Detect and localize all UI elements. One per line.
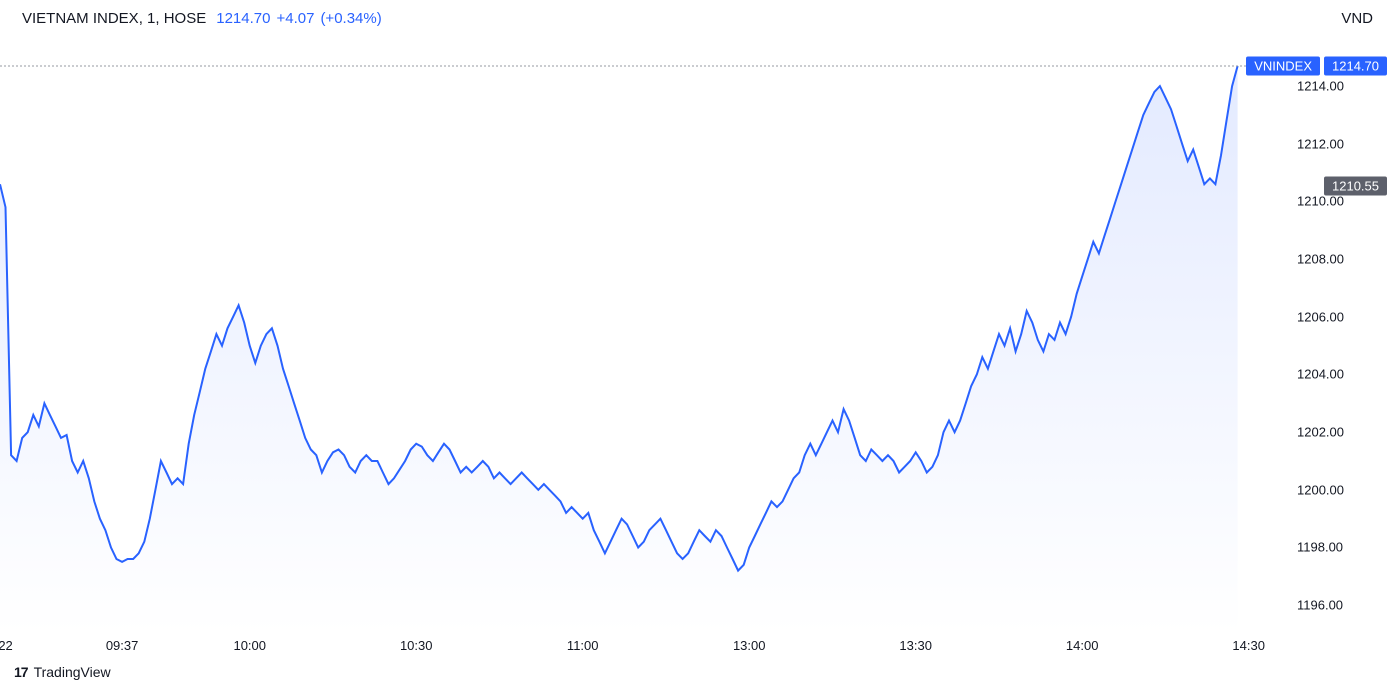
price-line-ticker-badge: VNINDEX	[1246, 56, 1320, 75]
y-axis-tick: 1206.00	[1297, 309, 1344, 324]
currency-label: VND	[1341, 10, 1373, 27]
tradingview-logo-icon: 17	[14, 664, 28, 680]
x-axis-tick: 14:00	[1066, 638, 1099, 653]
y-axis-tick: 1196.00	[1297, 598, 1343, 613]
y-axis-tick: 1210.00	[1297, 194, 1344, 209]
header-change-pct: (+0.34%)	[320, 10, 381, 27]
y-axis-tick: 1212.00	[1297, 136, 1344, 151]
symbol-name[interactable]: VIETNAM INDEX, 1, HOSE	[22, 10, 206, 27]
x-axis-tick: 09:37	[106, 638, 139, 653]
y-axis-tick: 1208.00	[1297, 252, 1344, 267]
y-axis-tick: 1198.00	[1297, 540, 1343, 555]
y-axis-tick: 1202.00	[1297, 425, 1344, 440]
x-axis-tick: 11:00	[567, 638, 599, 653]
chart-plot-area[interactable]	[0, 40, 1282, 634]
x-axis-tick: 13:00	[733, 638, 766, 653]
y-axis-tick: 1204.00	[1297, 367, 1344, 382]
y-axis-tick: 1200.00	[1297, 482, 1344, 497]
x-axis-tick: 13:30	[899, 638, 932, 653]
chart-header: VIETNAM INDEX, 1, HOSE 1214.70 +4.07 (+0…	[22, 10, 382, 27]
chart-container: VIETNAM INDEX, 1, HOSE 1214.70 +4.07 (+0…	[0, 0, 1387, 694]
header-change: +4.07	[276, 10, 314, 27]
y-axis-tick: 1214.00	[1297, 79, 1344, 94]
price-line-value-badge: 1214.70	[1324, 56, 1387, 75]
x-axis-tick: 22	[0, 638, 13, 653]
x-axis-tick: 10:30	[400, 638, 433, 653]
y-axis[interactable]: 1196.00 1198.00 1200.00 1202.00 1204.00 1206.…	[1282, 40, 1387, 634]
x-axis-tick: 14:30	[1232, 638, 1265, 653]
crosshair-value-badge: 1210.55	[1324, 176, 1387, 195]
x-axis-tick: 10:00	[233, 638, 266, 653]
tradingview-branding[interactable]: 17 TradingView	[14, 664, 111, 680]
header-last-price: 1214.70	[216, 10, 270, 27]
tradingview-logo-text: TradingView	[34, 664, 111, 680]
x-axis[interactable]: 22 09:37 10:00 10:30 11:00 13:00 13:30 14:00 14:…	[0, 634, 1282, 664]
